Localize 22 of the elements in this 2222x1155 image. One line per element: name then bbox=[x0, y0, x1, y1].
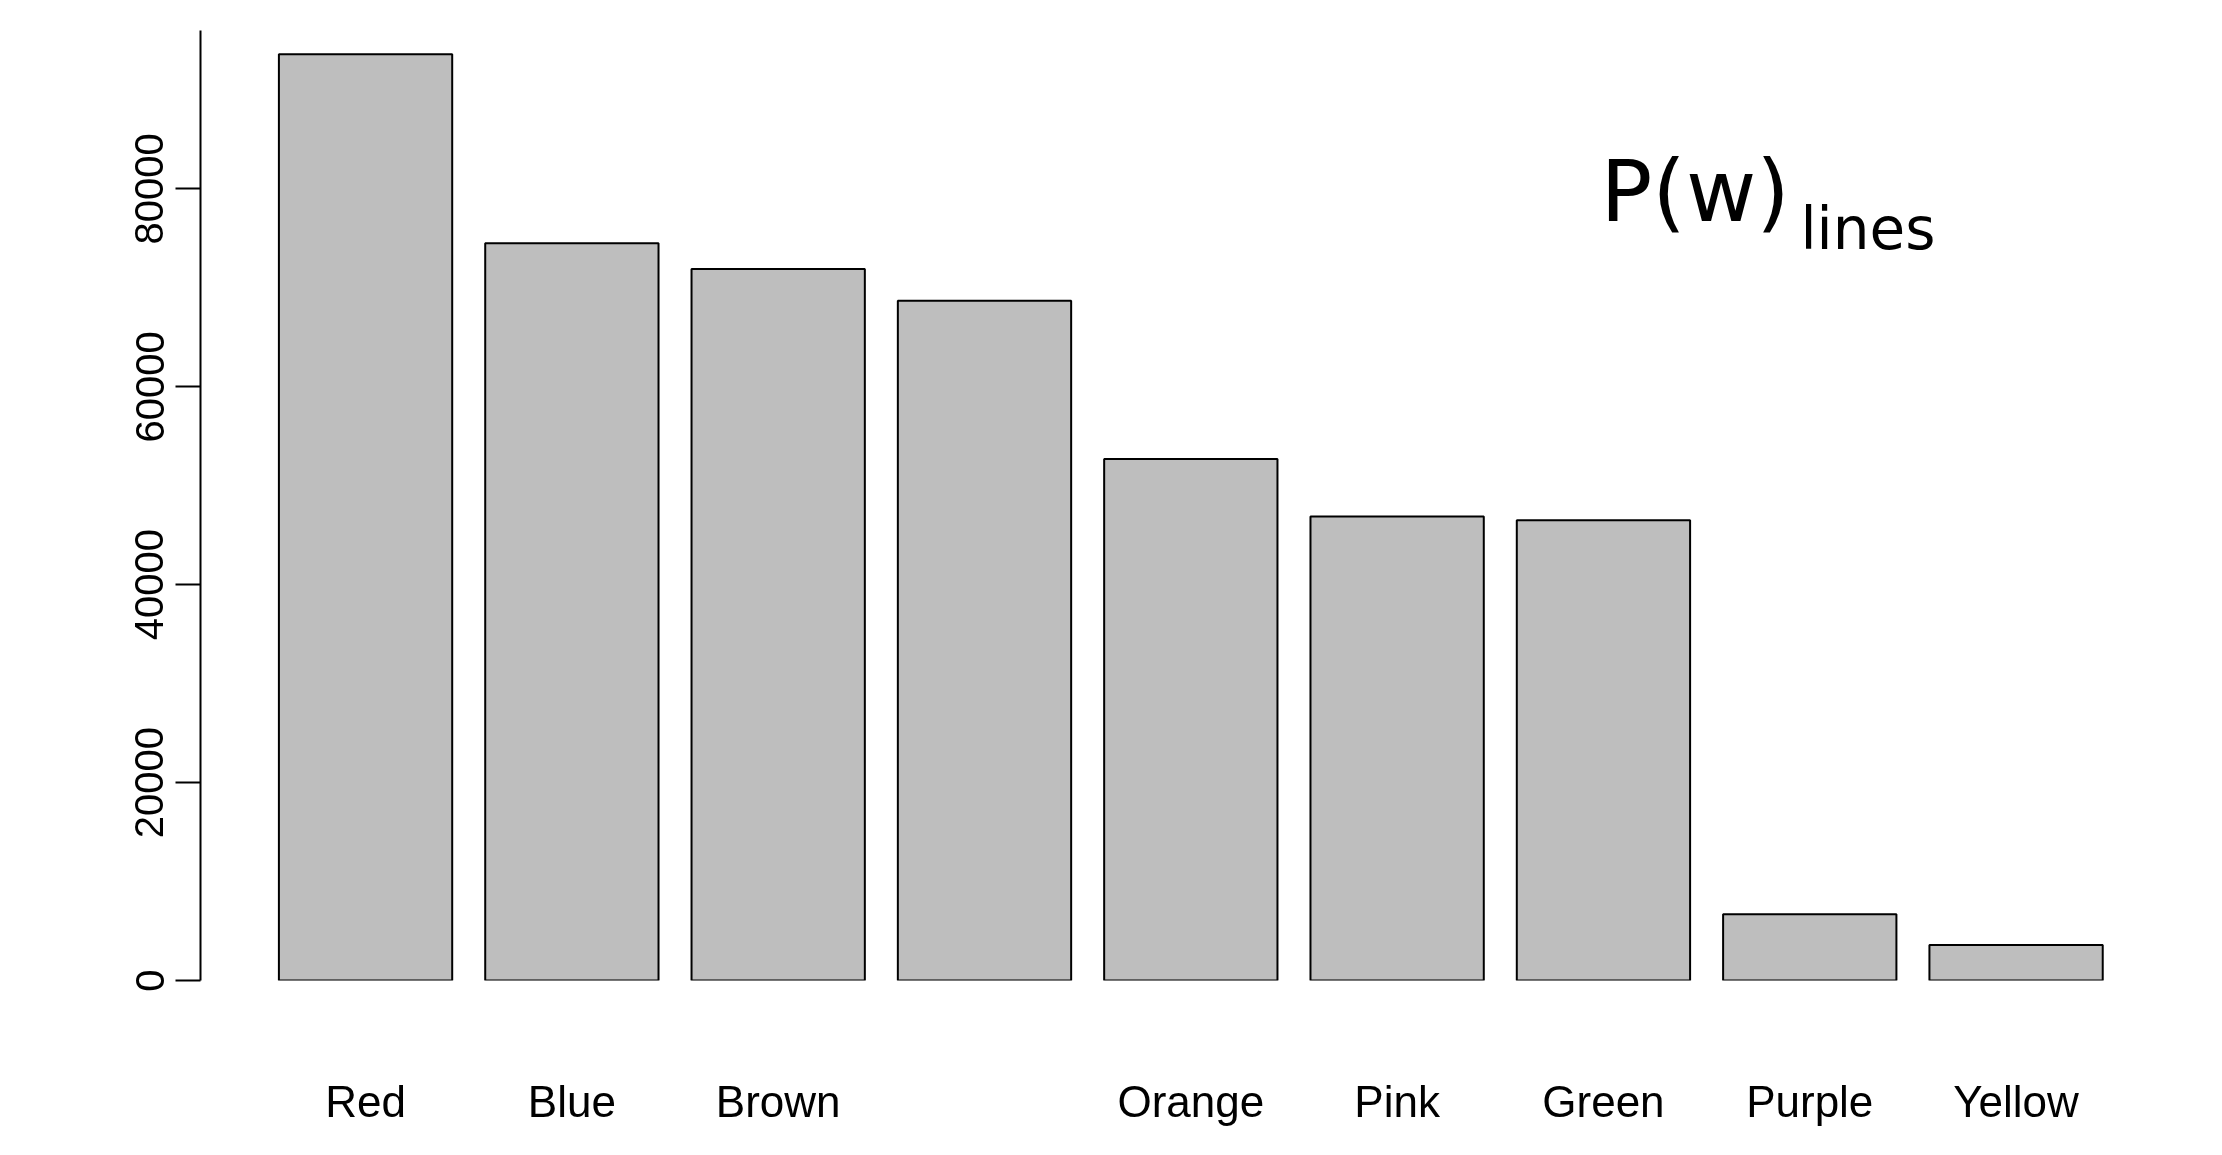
x-tick-label: Orange bbox=[1117, 1076, 1265, 1126]
x-tick-label: Blue bbox=[527, 1076, 616, 1126]
bar bbox=[277, 53, 454, 981]
bar bbox=[1722, 913, 1898, 981]
y-tick-label: 80000 bbox=[127, 133, 172, 245]
y-tick-label: 40000 bbox=[127, 529, 172, 641]
bar bbox=[1309, 515, 1485, 981]
x-tick-label: Yellow bbox=[1953, 1076, 2080, 1126]
x-tick-label: Pink bbox=[1354, 1076, 1441, 1126]
x-tick-label: Brown bbox=[715, 1076, 841, 1126]
x-tick-label: Purple bbox=[1746, 1076, 1874, 1126]
bar bbox=[1928, 943, 2104, 981]
x-tick-label: Green bbox=[1542, 1076, 1665, 1126]
y-tick-label: 20000 bbox=[127, 726, 172, 839]
x-tick-label: Red bbox=[325, 1076, 406, 1126]
bar bbox=[1103, 457, 1279, 981]
bar bbox=[1515, 519, 1692, 981]
bar bbox=[690, 267, 866, 981]
y-tick-label: 60000 bbox=[127, 331, 172, 443]
y-tick-label: 0 bbox=[127, 969, 172, 992]
bar bbox=[896, 299, 1073, 981]
bar bbox=[484, 242, 660, 981]
